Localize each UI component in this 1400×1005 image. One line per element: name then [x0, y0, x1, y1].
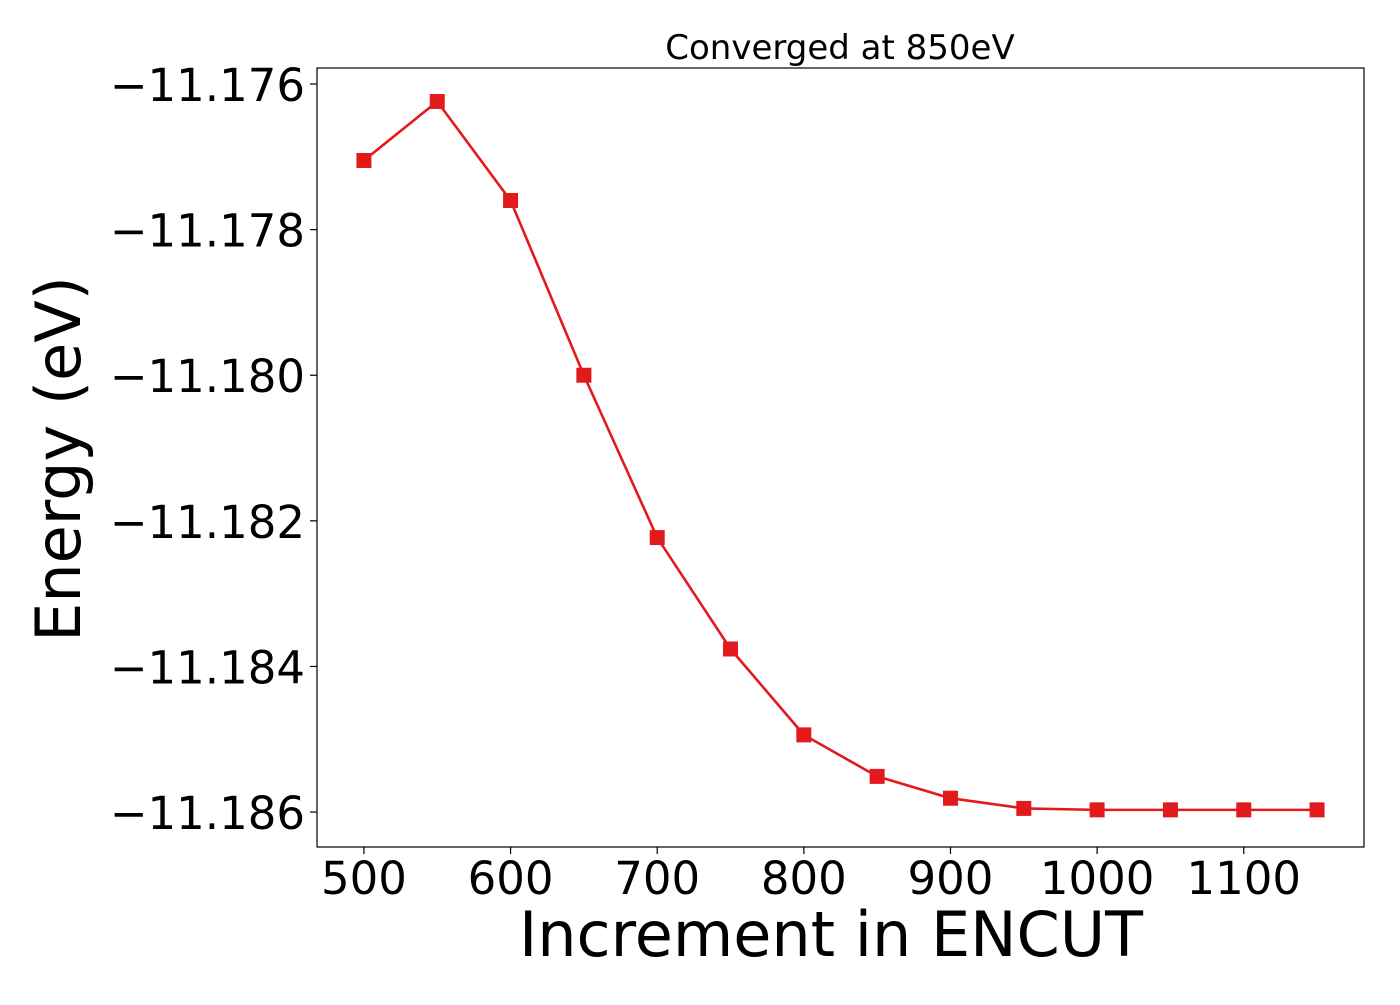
y-tick-label: −11.176	[110, 59, 305, 112]
data-point-marker	[1162, 802, 1178, 818]
y-tick-label: −11.184	[110, 641, 305, 694]
data-point-marker	[1089, 802, 1105, 818]
x-tick-label: 900	[908, 852, 994, 905]
series-line	[363, 100, 1318, 812]
data-point-marker	[869, 768, 885, 784]
y-tick-label: −11.186	[110, 787, 305, 840]
data-point-marker	[942, 790, 958, 806]
data-point-marker	[723, 641, 739, 657]
data-point-marker	[1309, 802, 1325, 818]
x-tick-label: 1000	[1040, 852, 1155, 905]
x-tick-label: 700	[614, 852, 700, 905]
data-point-marker	[356, 152, 372, 168]
data-point-marker	[796, 727, 812, 743]
y-tick-label: −11.180	[110, 350, 305, 403]
plot-area: 500 600 700 800 900 1000 1100 −11.176 −11.178 −11…	[110, 59, 1365, 905]
data-point-marker	[429, 93, 445, 109]
x-axis-label: Increment in ENCUT	[519, 898, 1144, 971]
y-axis-label: Energy (eV)	[22, 276, 95, 642]
x-tick-label: 500	[321, 852, 407, 905]
x-tick-label: 1100	[1186, 852, 1301, 905]
data-point-marker	[649, 530, 665, 546]
data-point-marker	[1236, 802, 1252, 818]
x-tick-label: 600	[468, 852, 554, 905]
y-tick-label: −11.182	[110, 496, 305, 549]
data-point-marker	[503, 193, 519, 209]
data-point-marker	[576, 367, 592, 383]
x-tick-label: 800	[761, 852, 847, 905]
plot-frame	[316, 67, 1365, 848]
chart-title: Converged at 850eV	[665, 28, 1014, 68]
data-point-marker	[1016, 800, 1032, 816]
y-tick-label: −11.178	[110, 205, 305, 258]
